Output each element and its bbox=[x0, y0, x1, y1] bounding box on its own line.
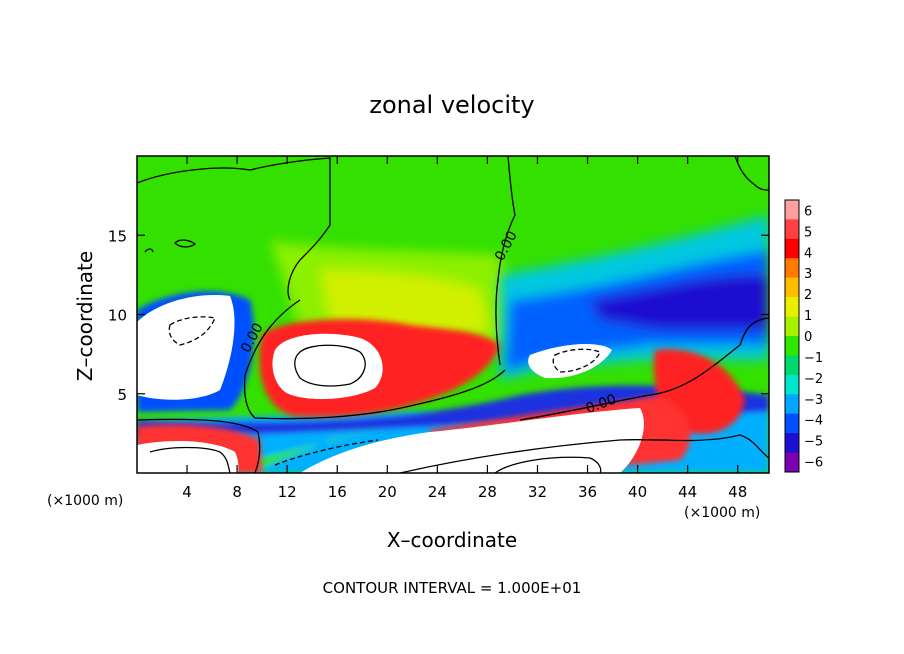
saturated-region-center bbox=[272, 333, 383, 400]
colorbar-swatch bbox=[785, 219, 799, 240]
colorbar-swatch bbox=[785, 297, 799, 318]
x-axis: 4 8 12 16 20 24 28 32 36 40 44 48 bbox=[182, 156, 747, 501]
colorbar-swatch bbox=[785, 277, 799, 298]
zero-contour-right-wiggle bbox=[519, 317, 769, 421]
x-tick-label: 4 bbox=[182, 483, 192, 501]
positive-contour-bottom-left bbox=[149, 446, 231, 473]
y-tick-label: 10 bbox=[108, 307, 127, 325]
x-unit-left: (×1000 m) bbox=[47, 493, 123, 509]
colorbar-tick-label: −6 bbox=[804, 456, 823, 471]
colorbar-swatch bbox=[785, 238, 799, 259]
x-tick-label: 40 bbox=[628, 483, 647, 501]
colorbar-tick-label: −5 bbox=[804, 435, 823, 450]
zero-contour-lower bbox=[137, 418, 261, 473]
colorbar-swatch bbox=[785, 433, 799, 454]
colorbar-frame bbox=[784, 199, 800, 473]
zero-contour-upper-right bbox=[495, 156, 516, 366]
x-tick-label: 28 bbox=[478, 483, 497, 501]
x-tick-label: 32 bbox=[528, 483, 547, 501]
colorbar-swatch bbox=[785, 316, 799, 337]
colorbar-tick-label: 0 bbox=[804, 330, 812, 345]
contour-interval-note: CONTOUR INTERVAL = 1.000E+01 bbox=[323, 579, 582, 597]
colorbar-tick-label: 6 bbox=[804, 204, 812, 219]
saturated-region-bottom bbox=[300, 408, 644, 473]
colorbar-swatch bbox=[785, 336, 799, 356]
colorbar-swatch bbox=[785, 258, 799, 279]
colorbar-swatch bbox=[785, 394, 799, 415]
colorbar-swatch bbox=[785, 374, 799, 395]
colorbar-tick-label: 5 bbox=[804, 225, 812, 240]
saturated-region-left bbox=[137, 295, 235, 400]
x-tick-label: 20 bbox=[378, 483, 397, 501]
colorbar-tick-label: 3 bbox=[804, 267, 812, 282]
colorbar-swatch bbox=[785, 200, 799, 220]
chart-title: zonal velocity bbox=[369, 91, 534, 119]
x-tick-label: 24 bbox=[428, 483, 447, 501]
field-band-lower-cyan bbox=[137, 385, 769, 440]
zero-contour-center bbox=[243, 299, 506, 420]
colorbar-tick-label: −3 bbox=[804, 393, 823, 408]
heatmap-field: 0.000.000.00 bbox=[137, 156, 769, 473]
negative-contour-lower bbox=[274, 439, 379, 466]
zero-contour-left-edge bbox=[144, 248, 154, 253]
zero-contour-left-loop bbox=[174, 239, 197, 248]
zero-contour-top bbox=[137, 157, 331, 301]
colorbar-tick-label: −4 bbox=[804, 414, 823, 429]
zero-contour-top-right bbox=[734, 156, 769, 191]
negative-contour-right bbox=[552, 348, 601, 373]
y-axis-title: Z–coordinate bbox=[73, 251, 97, 381]
positive-contour-center bbox=[294, 344, 366, 387]
x-tick-label: 12 bbox=[278, 483, 297, 501]
field-band-dark-blue bbox=[590, 274, 769, 330]
colorbar-swatch bbox=[785, 355, 799, 376]
colorbar-tick-label: −2 bbox=[804, 372, 823, 387]
y-axis: 5 10 15 bbox=[108, 227, 769, 404]
zero-contour-bottom-right bbox=[399, 434, 769, 473]
y-tick-label: 5 bbox=[117, 386, 127, 404]
x-tick-label: 36 bbox=[578, 483, 597, 501]
x-unit-right: (×1000 m) bbox=[684, 505, 760, 521]
x-tick-label: 44 bbox=[678, 483, 697, 501]
colorbar-tick-label: 2 bbox=[804, 288, 812, 303]
saturated-region-right bbox=[528, 343, 612, 379]
colorbar-swatch bbox=[785, 452, 799, 473]
x-tick-label: 48 bbox=[728, 483, 747, 501]
colorbar-tick-label: −1 bbox=[804, 351, 823, 366]
negative-contour-left bbox=[168, 316, 216, 346]
x-tick-label: 8 bbox=[232, 483, 242, 501]
positive-contour-bottom bbox=[494, 456, 602, 473]
colorbar-tick-label: 1 bbox=[804, 309, 812, 324]
y-tick-label: 15 bbox=[108, 227, 127, 245]
x-tick-label: 16 bbox=[328, 483, 347, 501]
colorbar-tick-label: 4 bbox=[804, 246, 812, 261]
colorbar: 6 5 4 3 2 1 0 −1 −2 −3 −4 −5 −6 bbox=[784, 199, 823, 473]
colorbar-swatch bbox=[785, 413, 799, 434]
contour-lines bbox=[137, 156, 769, 473]
x-axis-title: X–coordinate bbox=[387, 528, 517, 552]
